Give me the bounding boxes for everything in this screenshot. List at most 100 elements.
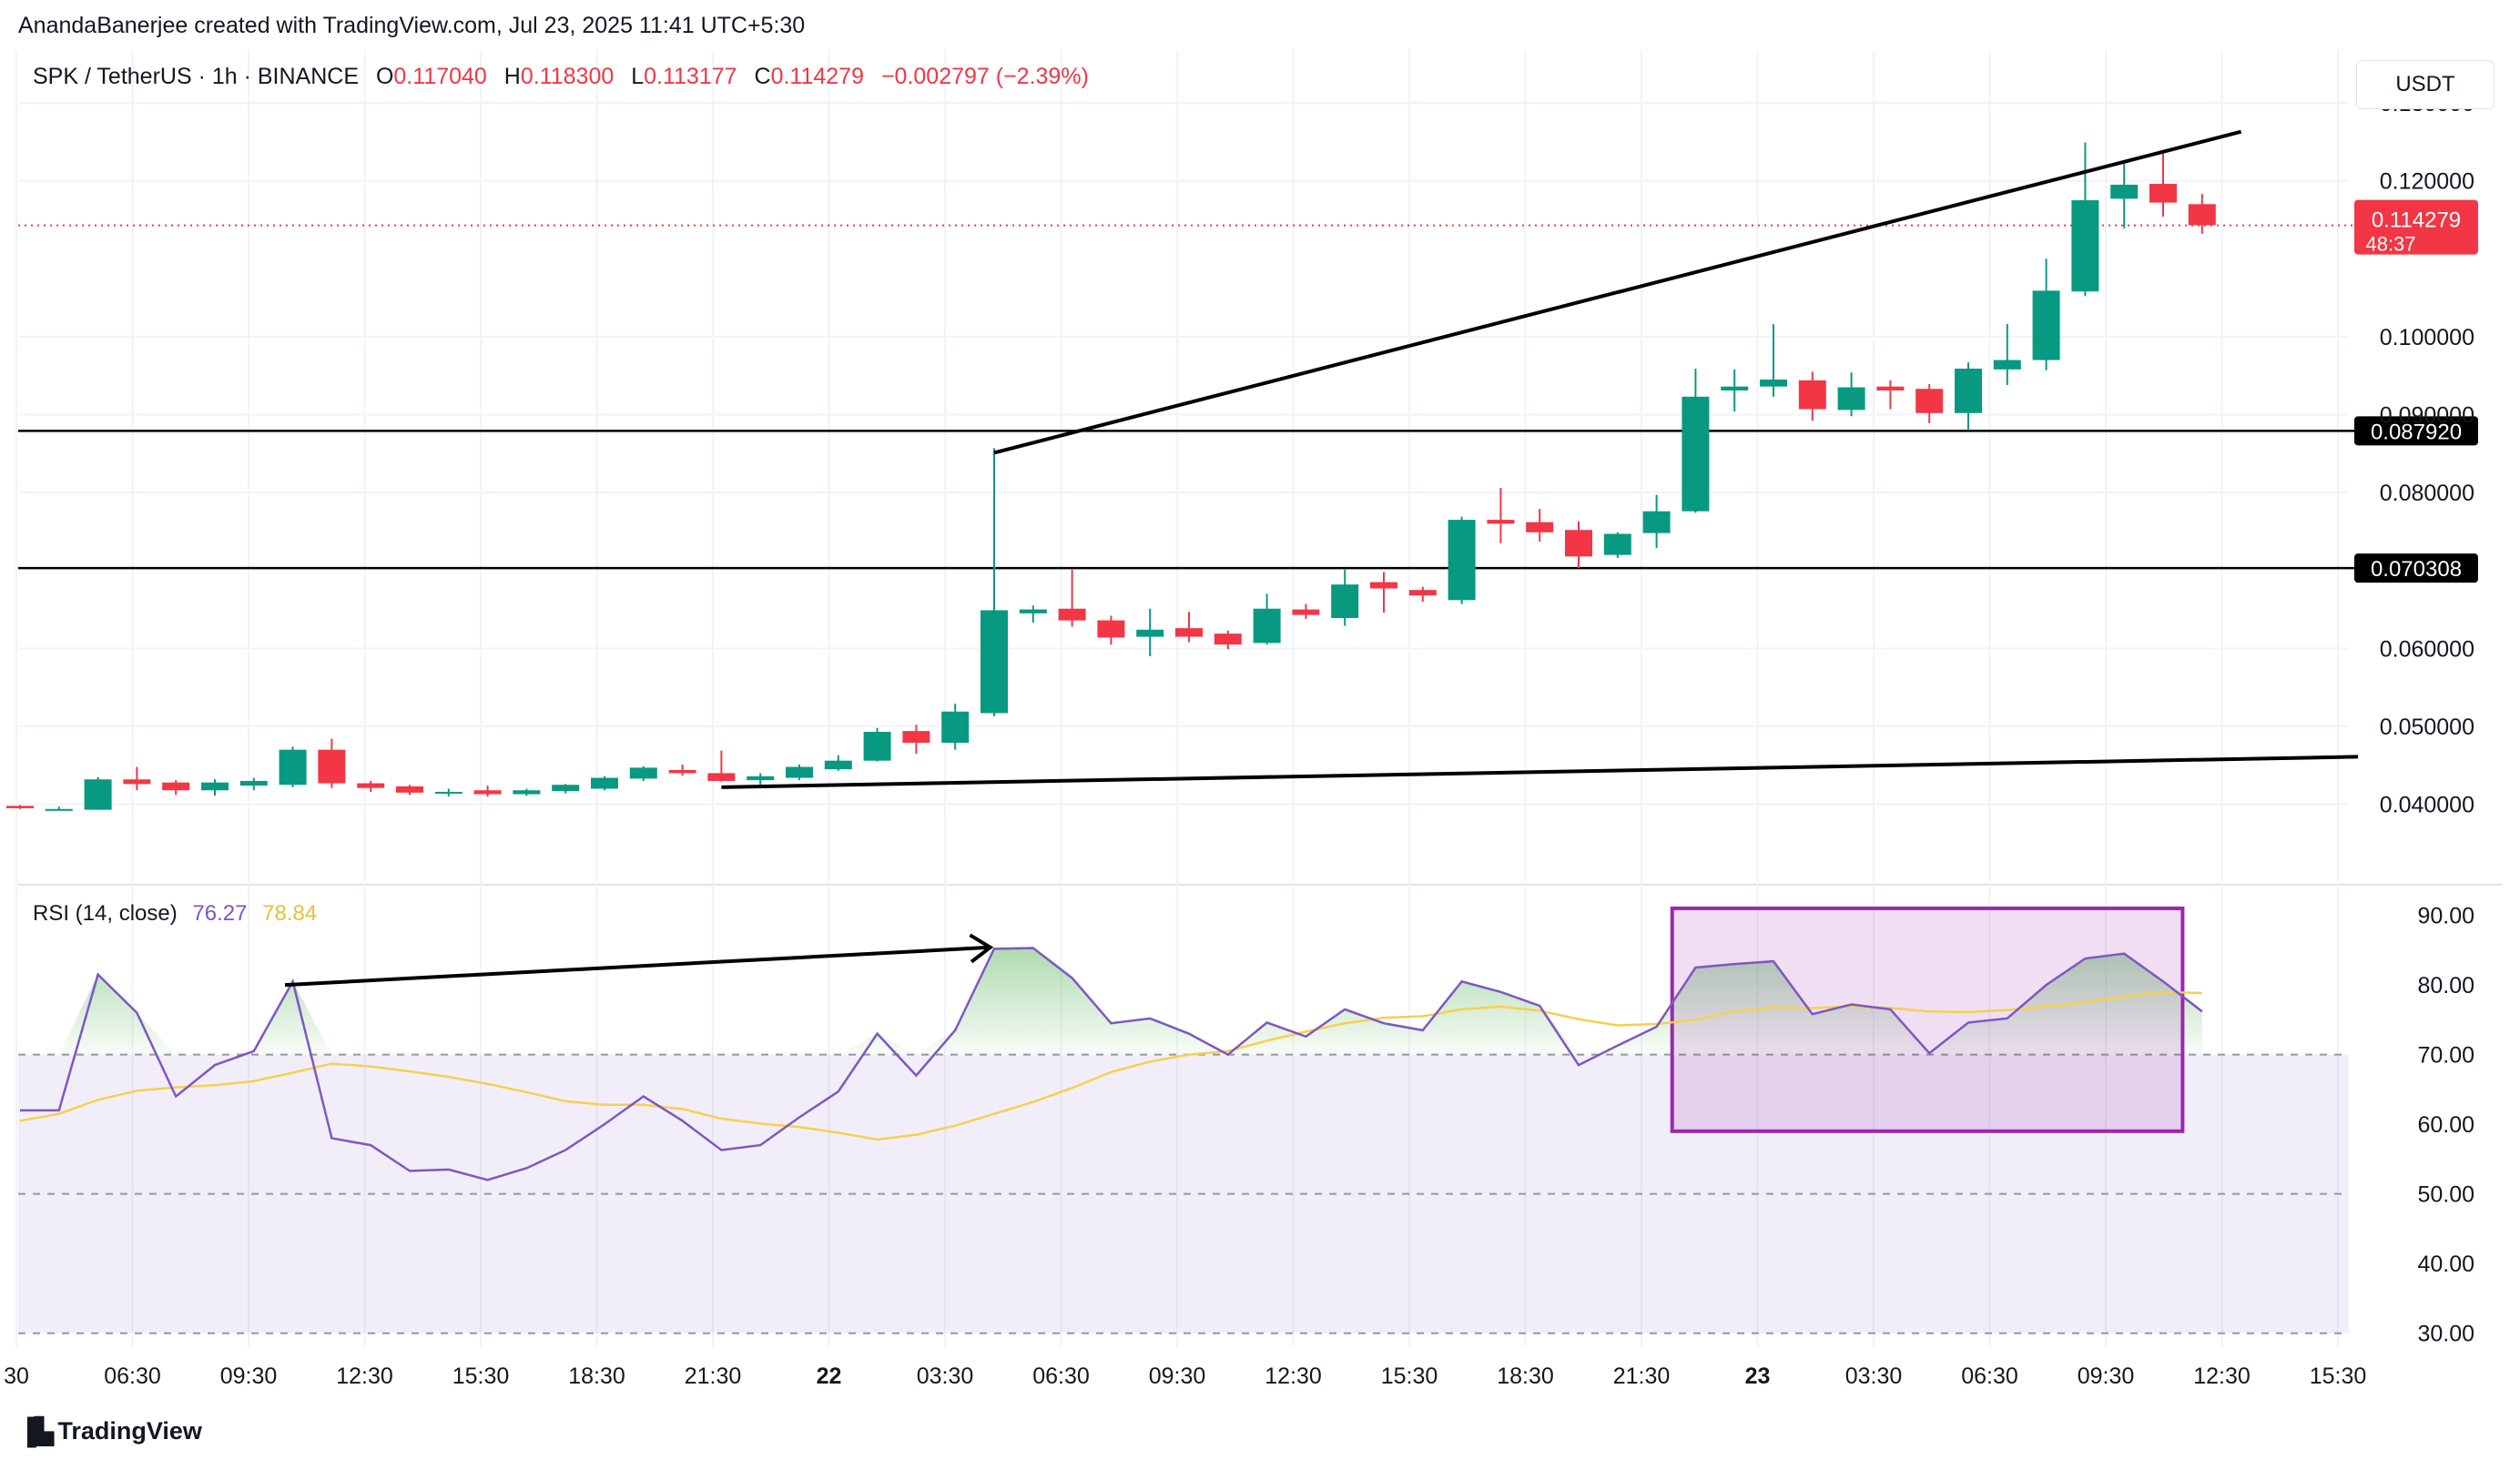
candle-down: [2149, 184, 2177, 203]
time-tick-label: 15:30: [1381, 1364, 1438, 1389]
time-tick-label: 09:30: [2078, 1364, 2135, 1389]
candle-up: [239, 780, 268, 786]
candle-up: [1760, 379, 1787, 387]
time-tick-label: 22: [817, 1364, 842, 1389]
time-tick-label: 15:30: [452, 1364, 510, 1389]
candle-up: [1603, 533, 1631, 555]
rsi-tick-label: 50.00: [2417, 1182, 2474, 1208]
current-price-label: 0.114279: [2372, 208, 2461, 233]
candle-up: [84, 779, 112, 810]
low-value: 0.113177: [644, 64, 737, 89]
candle-up: [629, 767, 657, 779]
candle-down: [2188, 204, 2216, 226]
candle-down: [6, 806, 34, 808]
rsi-tick-label: 70.00: [2417, 1043, 2474, 1069]
rsi-legend[interactable]: RSI (14, close) 76.27 78.84: [33, 901, 317, 927]
symbol-info[interactable]: SPK / TetherUS · 1h · BINANCE: [33, 64, 359, 89]
close-value: 0.114279: [770, 64, 864, 89]
time-tick-label: 21:30: [685, 1364, 742, 1389]
candle-up: [513, 790, 541, 795]
candle-down: [473, 790, 502, 795]
time-tick-label: 06:30: [104, 1364, 161, 1389]
candle-down: [902, 731, 930, 744]
candle-up: [201, 782, 229, 791]
candle-down: [1292, 609, 1320, 615]
candle-countdown: 48:37: [2365, 233, 2415, 256]
time-tick-label: 21:30: [1613, 1364, 1671, 1389]
level-label: 0.070308: [2371, 557, 2462, 582]
candle-up: [45, 808, 73, 811]
rsi-highlight-box: [1670, 906, 2185, 1133]
time-tick-label: 18:30: [1497, 1364, 1554, 1389]
price-tick-label: 0.040000: [2380, 793, 2474, 818]
price-tick-label: 0.090000: [2380, 403, 2474, 429]
low-label: L: [631, 64, 645, 89]
tradingview-brand[interactable]: ▐▙ TradingView: [18, 1416, 202, 1446]
rsi-line: [20, 947, 2203, 1181]
candle-up: [279, 749, 307, 786]
candle-up: [2071, 200, 2099, 292]
level-badge: [2354, 416, 2478, 446]
brand-name: TradingView: [57, 1417, 202, 1445]
grid-lines: [15, 50, 2502, 1347]
price-tick-label: 0.100000: [2380, 325, 2474, 350]
candle-up: [1642, 511, 1671, 533]
candle-up: [1253, 608, 1281, 644]
rsi-tick-label: 80.00: [2417, 973, 2474, 999]
time-tick-label: 15:30: [2310, 1364, 2367, 1389]
rsi-trend-arrow: [284, 945, 991, 988]
rsi-arrow-head: [969, 933, 994, 964]
candle-up: [1955, 368, 1982, 413]
candle-up: [2032, 290, 2060, 360]
candle-down: [1097, 620, 1125, 638]
level-label: 0.087920: [2371, 420, 2462, 444]
candle-up: [2110, 184, 2139, 199]
candle-up: [591, 777, 618, 789]
time-tick-label: 12:30: [336, 1364, 393, 1389]
price-tick-label: 0.080000: [2380, 481, 2474, 506]
time-tick-label: 12:30: [2193, 1364, 2251, 1389]
current-price-badge: [2354, 199, 2478, 255]
candle-up: [1331, 584, 1359, 618]
rsi-ma-value: 78.84: [262, 901, 318, 926]
price-tick-label: 0.060000: [2380, 636, 2474, 662]
high-value: 0.118300: [520, 64, 615, 89]
candle-down: [1565, 530, 1592, 557]
price-tick-label: 0.050000: [2380, 715, 2474, 740]
rsi-tick-label: 90.00: [2417, 904, 2474, 929]
candle-up: [434, 791, 462, 794]
rsi-title: RSI (14, close): [33, 901, 178, 926]
price-tick-label: 0.120000: [2380, 169, 2474, 195]
candle-up: [552, 785, 580, 792]
currency-button[interactable]: USDT: [2356, 60, 2495, 109]
time-tick-label: 03:30: [917, 1364, 974, 1389]
candle-down: [1370, 582, 1397, 589]
chart-credit: AnandaBanerjee created with TradingView.…: [18, 13, 806, 38]
candle-up: [1448, 520, 1476, 601]
candle-up: [1837, 387, 1865, 411]
open-label: O: [375, 64, 394, 89]
candle-up: [1136, 629, 1164, 637]
candle-down: [396, 786, 423, 793]
candle-down: [1487, 520, 1515, 524]
candle-down: [1915, 389, 1944, 413]
time-tick-label: 06:30: [1032, 1364, 1090, 1389]
time-tick-label: 06:30: [1961, 1364, 2018, 1389]
tradingview-logo-icon: ▐▙: [18, 1417, 54, 1445]
time-tick-label: 09:30: [1149, 1364, 1206, 1389]
time-tick-label: 23: [1745, 1364, 1771, 1389]
candle-up: [824, 760, 852, 770]
time-tick-label: 30: [4, 1364, 29, 1389]
candle-up: [941, 711, 970, 744]
candle-down: [1798, 380, 1826, 410]
candle-down: [1058, 608, 1086, 621]
axes: 30 06:30 09:30 12:30 15:30 18:30 21:30 22 03:30 0…: [4, 91, 2474, 1389]
candle-down: [357, 783, 385, 788]
rsi-tick-label: 60.00: [2417, 1112, 2474, 1138]
candle-down: [123, 779, 151, 785]
candle-down: [1526, 522, 1554, 532]
rsi-pane: [18, 906, 2349, 1334]
rsi-tick-label: 40.00: [2417, 1252, 2474, 1277]
candle-up: [747, 776, 775, 781]
